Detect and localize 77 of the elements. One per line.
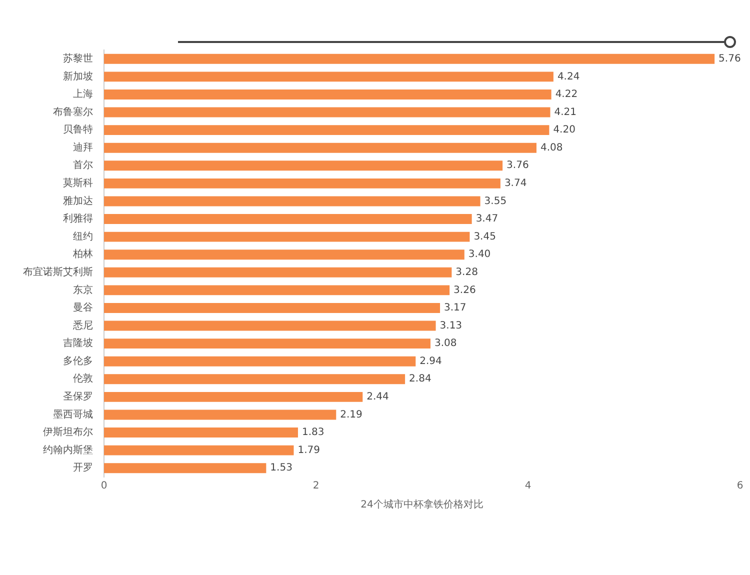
data-label: 3.26 [454,284,476,296]
data-label: 3.13 [440,320,462,332]
bar [104,428,298,438]
data-label: 4.08 [540,142,563,154]
bar [104,107,550,118]
bar [104,54,715,64]
data-label: 3.47 [476,214,498,225]
y-tick-label: 首尔 [73,159,93,172]
data-label: 4.20 [553,124,576,136]
y-tick-label: 吉隆坡 [63,337,93,350]
y-tick-label: 莫斯科 [63,177,93,190]
y-tick-label: 利雅得 [63,212,93,225]
data-label: 3.55 [484,196,507,207]
x-tick-label: 2 [312,480,320,492]
bar [104,303,440,313]
bar [104,214,472,224]
bar [104,285,450,296]
bar [104,267,452,278]
y-tick-label: 约翰内斯堡 [43,444,93,456]
y-tick-label: 开罗 [73,462,93,474]
bar [104,374,406,384]
data-label: 4.22 [555,89,578,100]
y-tick-label: 多伦多 [63,354,93,367]
y-tick-label: 贝鲁特 [63,124,93,136]
y-tick-label: 苏黎世 [63,52,93,64]
y-tick-label: 曼谷 [73,302,93,314]
bar [104,392,363,402]
data-label: 3.45 [474,231,496,242]
bar [104,232,470,242]
y-tick-label: 圣保罗 [63,392,93,403]
data-label: 2.44 [366,392,389,403]
y-tick-label: 新加坡 [63,70,93,82]
data-label: 3.08 [434,338,457,350]
bar [104,250,464,260]
bar [104,178,500,188]
data-label: 3.28 [456,266,478,278]
y-tick-label: 布鲁塞尔 [53,106,93,118]
data-label: 4.24 [557,71,580,82]
bar [104,125,550,136]
data-label: 1.79 [298,444,320,456]
bar [104,463,266,474]
y-tick-label: 柏林 [72,248,93,260]
y-tick-label: 悉尼 [72,319,93,332]
y-tick-label: 迪拜 [73,141,93,154]
bar [104,445,294,456]
bar [104,72,554,82]
data-label: 1.53 [270,462,292,474]
data-label: 2.84 [409,374,432,385]
data-label: 3.74 [504,178,527,190]
data-label: 5.76 [718,53,741,64]
y-tick-label: 墨西哥城 [53,408,93,420]
data-label: 2.94 [420,356,442,367]
bar [104,160,503,171]
bar [104,90,552,100]
bar [104,356,416,366]
y-tick-label: 上海 [73,88,93,100]
data-label: 3.17 [444,302,466,314]
x-axis-title: 24个城市中杯拿铁价格对比 [360,498,484,511]
y-tick-label: 伦敦 [73,372,93,385]
y-tick-label: 布宜诺斯艾利斯 [23,266,93,278]
y-tick-label: 伊斯坦布尔 [43,426,93,438]
data-label: 3.40 [468,249,491,260]
x-tick-label: 6 [736,480,744,492]
bar [104,196,480,206]
data-label: 1.83 [302,427,324,438]
y-tick-label: 东京 [73,284,93,296]
y-tick-label: 纽约 [73,230,93,242]
bar [104,338,430,349]
data-label: 2.19 [340,409,362,420]
data-label: 4.21 [554,106,577,118]
bar [104,410,336,420]
bar [104,320,436,331]
x-tick-label: 0 [100,480,108,492]
bar [104,142,536,153]
x-tick-label: 4 [524,480,532,492]
y-tick-label: 雅加达 [63,194,93,207]
data-label: 3.76 [506,160,529,172]
